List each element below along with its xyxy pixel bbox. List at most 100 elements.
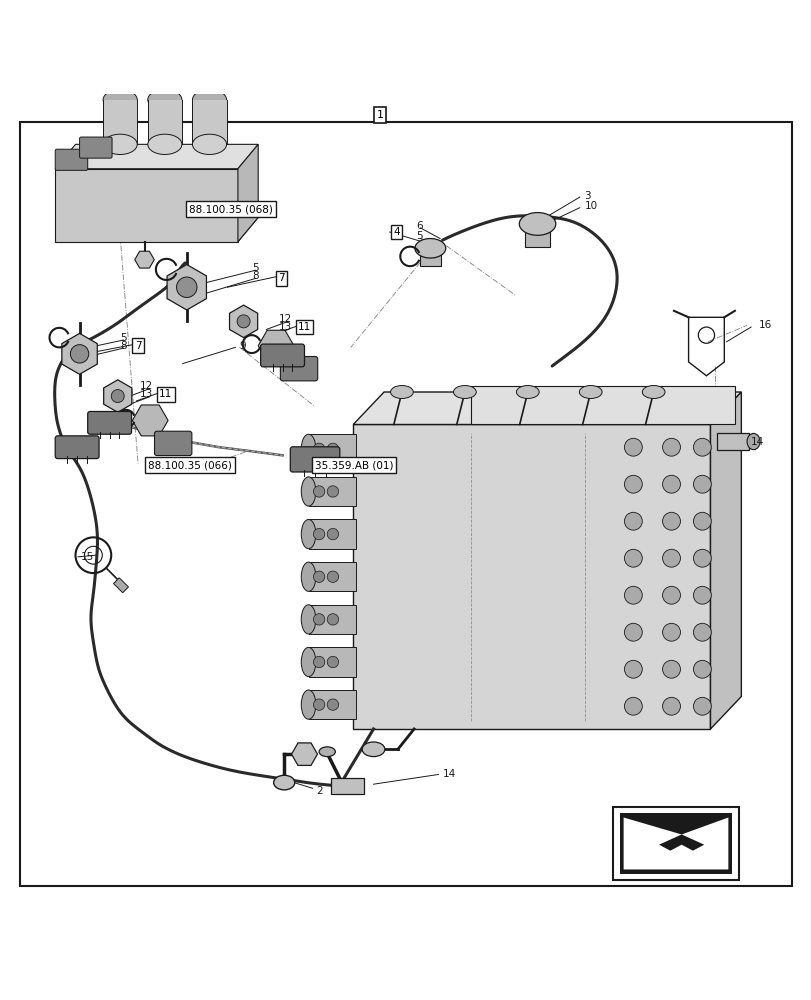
FancyBboxPatch shape bbox=[88, 411, 131, 434]
Polygon shape bbox=[55, 217, 258, 242]
Ellipse shape bbox=[192, 90, 226, 110]
Circle shape bbox=[237, 315, 250, 328]
Bar bbox=[612, 807, 738, 880]
Text: 1: 1 bbox=[376, 110, 383, 120]
Bar bbox=[525, 224, 549, 247]
Circle shape bbox=[693, 623, 710, 641]
Text: 12: 12 bbox=[139, 381, 152, 391]
Bar bbox=[619, 813, 732, 874]
Ellipse shape bbox=[642, 386, 664, 398]
Circle shape bbox=[327, 443, 338, 455]
Text: 35.359.AB (01): 35.359.AB (01) bbox=[315, 460, 393, 470]
Bar bbox=[308, 519, 355, 549]
Text: 5: 5 bbox=[416, 231, 423, 241]
Text: 5: 5 bbox=[252, 263, 259, 273]
Text: 88.100.35 (068): 88.100.35 (068) bbox=[189, 204, 273, 214]
Text: 15: 15 bbox=[81, 552, 94, 562]
Bar bbox=[470, 386, 734, 424]
Text: 16: 16 bbox=[757, 320, 770, 330]
Polygon shape bbox=[291, 743, 317, 765]
Polygon shape bbox=[135, 251, 154, 268]
Bar bbox=[308, 690, 355, 719]
Circle shape bbox=[313, 443, 324, 455]
Text: 3: 3 bbox=[584, 191, 590, 201]
Ellipse shape bbox=[301, 477, 315, 506]
Circle shape bbox=[327, 699, 338, 710]
Text: 12: 12 bbox=[279, 314, 292, 324]
Ellipse shape bbox=[414, 239, 445, 258]
Circle shape bbox=[313, 614, 324, 625]
Polygon shape bbox=[659, 834, 703, 851]
Circle shape bbox=[624, 475, 642, 493]
Circle shape bbox=[327, 614, 338, 625]
Circle shape bbox=[662, 586, 680, 604]
FancyBboxPatch shape bbox=[55, 149, 88, 170]
Ellipse shape bbox=[301, 605, 315, 634]
FancyBboxPatch shape bbox=[154, 431, 191, 456]
Ellipse shape bbox=[148, 134, 182, 154]
Ellipse shape bbox=[578, 386, 602, 398]
Circle shape bbox=[624, 512, 642, 530]
Polygon shape bbox=[623, 817, 727, 869]
Ellipse shape bbox=[301, 562, 315, 591]
Polygon shape bbox=[55, 169, 238, 242]
Ellipse shape bbox=[519, 213, 555, 235]
Text: 14: 14 bbox=[442, 769, 455, 779]
Circle shape bbox=[327, 486, 338, 497]
Bar bbox=[308, 605, 355, 634]
Ellipse shape bbox=[103, 90, 137, 110]
Circle shape bbox=[662, 438, 680, 456]
Bar bbox=[103, 100, 137, 144]
Ellipse shape bbox=[362, 742, 384, 757]
Circle shape bbox=[327, 528, 338, 540]
Text: 8: 8 bbox=[252, 271, 259, 281]
Ellipse shape bbox=[319, 747, 335, 757]
Text: 5: 5 bbox=[120, 333, 127, 343]
Text: 13: 13 bbox=[279, 322, 292, 332]
Circle shape bbox=[313, 656, 324, 668]
Ellipse shape bbox=[301, 434, 315, 463]
Ellipse shape bbox=[273, 775, 294, 790]
Circle shape bbox=[313, 486, 324, 497]
Text: 11: 11 bbox=[159, 389, 172, 399]
Circle shape bbox=[693, 512, 710, 530]
Circle shape bbox=[111, 390, 124, 403]
Polygon shape bbox=[132, 405, 168, 436]
Text: 8: 8 bbox=[120, 341, 127, 351]
Circle shape bbox=[693, 697, 710, 715]
Circle shape bbox=[662, 512, 680, 530]
Ellipse shape bbox=[516, 386, 539, 398]
Bar bbox=[114, 578, 128, 593]
Polygon shape bbox=[353, 392, 740, 424]
Polygon shape bbox=[55, 144, 258, 169]
Circle shape bbox=[624, 586, 642, 604]
Text: 88.100.35 (066): 88.100.35 (066) bbox=[148, 460, 232, 470]
Circle shape bbox=[624, 549, 642, 567]
Circle shape bbox=[693, 438, 710, 456]
Circle shape bbox=[313, 699, 324, 710]
FancyBboxPatch shape bbox=[55, 436, 99, 459]
Text: 6: 6 bbox=[416, 221, 423, 231]
Circle shape bbox=[662, 660, 680, 678]
FancyBboxPatch shape bbox=[280, 357, 317, 381]
Bar bbox=[716, 433, 749, 450]
Bar bbox=[308, 562, 355, 591]
Circle shape bbox=[176, 277, 197, 297]
Circle shape bbox=[662, 549, 680, 567]
Bar bbox=[308, 434, 355, 463]
Circle shape bbox=[662, 697, 680, 715]
Ellipse shape bbox=[453, 386, 475, 398]
Circle shape bbox=[71, 345, 88, 363]
Ellipse shape bbox=[192, 134, 226, 154]
Polygon shape bbox=[258, 330, 294, 361]
Polygon shape bbox=[230, 305, 257, 338]
Text: 14: 14 bbox=[750, 437, 763, 447]
Circle shape bbox=[624, 697, 642, 715]
Ellipse shape bbox=[746, 433, 759, 450]
Ellipse shape bbox=[148, 90, 182, 110]
Circle shape bbox=[693, 586, 710, 604]
Circle shape bbox=[624, 623, 642, 641]
FancyBboxPatch shape bbox=[79, 137, 112, 158]
Text: 2: 2 bbox=[316, 786, 323, 796]
Polygon shape bbox=[104, 380, 131, 412]
